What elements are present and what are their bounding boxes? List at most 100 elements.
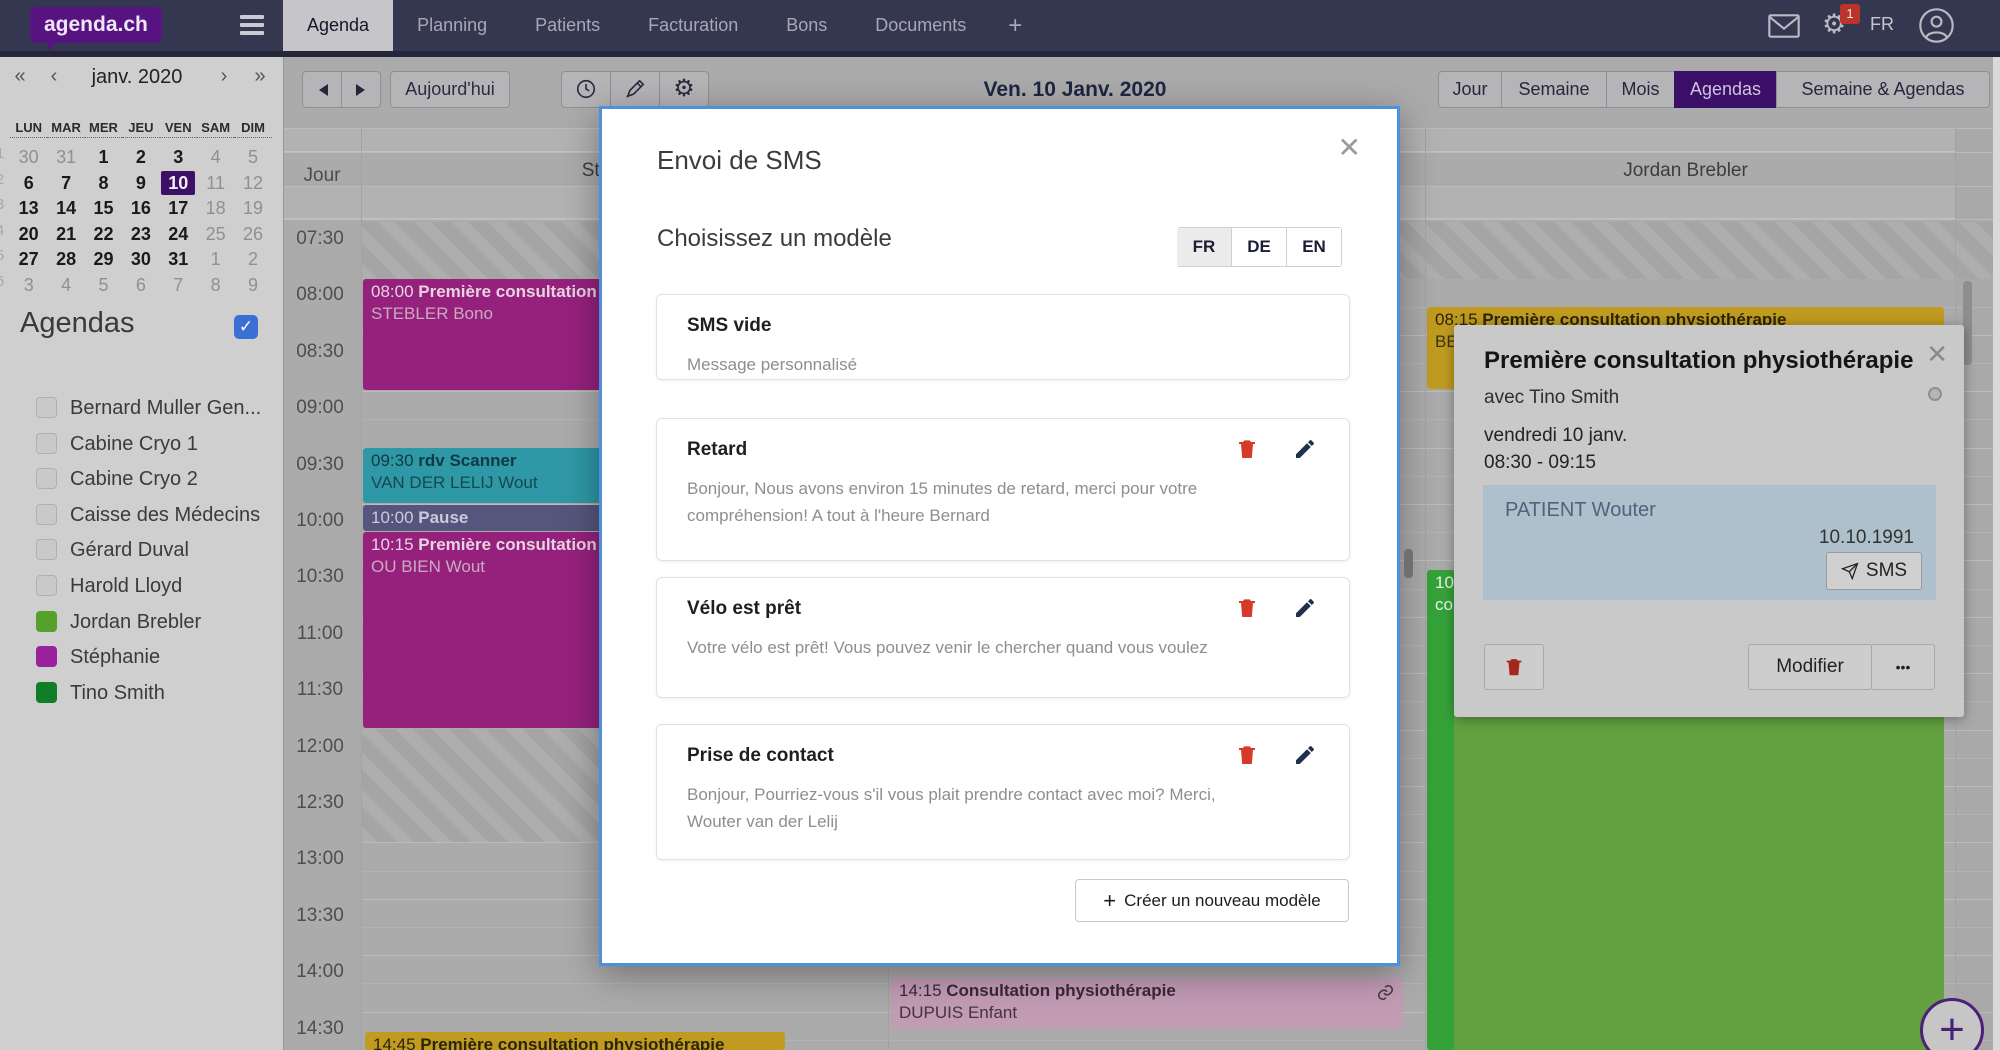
calendar-day[interactable]: 13 xyxy=(18,198,39,219)
gear-settings-icon[interactable]: ⚙ xyxy=(659,71,709,108)
notification-badge[interactable]: 1 xyxy=(1840,4,1860,24)
calendar-day[interactable]: 15 xyxy=(93,198,114,219)
clock-icon[interactable] xyxy=(561,71,611,108)
calendar-day[interactable]: 3 xyxy=(173,147,184,167)
delete-appointment-button[interactable] xyxy=(1484,644,1544,690)
calendar-day[interactable]: 26 xyxy=(243,223,264,244)
view-button-agendas[interactable]: Agendas xyxy=(1674,71,1777,108)
today-button[interactable]: Aujourd'hui xyxy=(390,71,510,108)
delete-template-icon[interactable] xyxy=(1235,743,1261,769)
nav-tab-agenda[interactable]: Agenda xyxy=(283,0,394,51)
agenda-checkbox[interactable] xyxy=(36,646,57,668)
delete-template-icon[interactable] xyxy=(1235,437,1261,463)
nav-tab-patients[interactable]: Patients xyxy=(535,15,601,35)
mail-icon[interactable] xyxy=(1768,14,1800,43)
template-card-retard[interactable]: Retard Bonjour, Nous avons environ 15 min… xyxy=(656,418,1350,561)
lang-button-fr[interactable]: FR xyxy=(1177,227,1232,267)
calendar-day[interactable]: 1 xyxy=(98,147,109,167)
view-button-mois[interactable]: Mois xyxy=(1606,71,1675,108)
lang-button-en[interactable]: EN xyxy=(1286,227,1342,267)
more-button[interactable]: ••• xyxy=(1871,644,1935,690)
edit-template-icon[interactable] xyxy=(1293,743,1319,769)
calendar-day[interactable]: 18 xyxy=(205,198,226,219)
event-premi-re-consultation-physioth[interactable]: 14:45 Première consultation physiothérap… xyxy=(365,1032,785,1050)
calendar-day[interactable]: 28 xyxy=(56,249,77,270)
calendar-day[interactable]: 24 xyxy=(168,223,189,244)
modal-close-icon[interactable]: ✕ xyxy=(1337,132,1361,163)
agenda-checkbox[interactable] xyxy=(36,468,57,490)
calendar-day[interactable]: 20 xyxy=(18,223,39,244)
calendar-day[interactable]: 22 xyxy=(93,223,114,244)
calendar-day[interactable]: 30 xyxy=(18,147,39,167)
prev-year-button[interactable]: « xyxy=(14,65,26,87)
agenda-checkbox[interactable] xyxy=(36,539,57,561)
edit-template-icon[interactable] xyxy=(1293,596,1319,622)
next-day-button[interactable] xyxy=(341,71,381,108)
radio-circle-icon[interactable] xyxy=(1928,387,1942,401)
calendar-day[interactable]: 14 xyxy=(56,198,77,219)
agenda-item-st-phanie[interactable]: Stéphanie xyxy=(0,644,283,674)
modal-scrollbar-thumb[interactable] xyxy=(1404,549,1413,578)
calendar-day[interactable]: 30 xyxy=(130,249,151,270)
agenda-item-g-rard-duval[interactable]: Gérard Duval xyxy=(0,537,283,567)
calendar-day[interactable]: 27 xyxy=(18,249,39,270)
calendar-day[interactable]: 6 xyxy=(135,275,146,295)
calendar-day[interactable]: 7 xyxy=(173,275,184,295)
agenda-checkbox[interactable] xyxy=(36,610,57,632)
calendar-day[interactable]: 5 xyxy=(98,275,109,295)
selected-day[interactable]: 10 xyxy=(160,170,197,195)
agenda-item-bernard-muller-gen-[interactable]: Bernard Muller Gen... xyxy=(0,395,283,425)
calendar-day[interactable]: 9 xyxy=(248,275,259,295)
nav-tab-bons[interactable]: Bons xyxy=(786,15,828,35)
calendar-day[interactable]: 29 xyxy=(93,249,114,270)
nav-tab-documents[interactable]: Documents xyxy=(875,15,967,35)
view-button-semaine-agendas[interactable]: Semaine & Agendas xyxy=(1776,71,1990,108)
calendar-day[interactable]: 11 xyxy=(206,172,225,193)
lang-button-de[interactable]: DE xyxy=(1231,227,1287,267)
event-consultation-physioth-rapie[interactable]: 14:15 Consultation physiothérapie DUPUIS … xyxy=(891,978,1403,1029)
calendar-day[interactable]: 19 xyxy=(243,198,264,219)
app-logo[interactable]: agenda.ch xyxy=(30,7,162,51)
calendar-day[interactable]: 5 xyxy=(248,147,259,167)
view-button-semaine[interactable]: Semaine xyxy=(1501,71,1607,108)
agenda-item-cabine-cryo-[interactable]: Cabine Cryo 1 xyxy=(0,431,283,461)
agenda-item-tino-smith[interactable]: Tino Smith xyxy=(0,680,283,710)
calendar-day[interactable]: 4 xyxy=(210,147,221,167)
calendar-day[interactable]: 16 xyxy=(130,198,151,219)
calendar-day[interactable]: 17 xyxy=(168,198,189,219)
agenda-checkbox[interactable] xyxy=(36,397,57,418)
sms-button[interactable]: SMS xyxy=(1826,552,1922,590)
calendar-day[interactable]: 2 xyxy=(248,249,259,270)
template-card-prise-de-contact[interactable]: Prise de contact Bonjour, Pourriez-vous s… xyxy=(656,724,1350,860)
nav-tab-[interactable]: + xyxy=(1008,11,1023,39)
nav-tab-planning[interactable]: Planning xyxy=(417,15,488,35)
calendar-day[interactable]: 8 xyxy=(98,172,109,193)
calendar-day[interactable]: 21 xyxy=(56,223,77,244)
agenda-item-caisse-des-m-decins[interactable]: Caisse des Médecins xyxy=(0,502,283,532)
edit-template-icon[interactable] xyxy=(1293,437,1319,463)
prev-month-button[interactable]: ‹ xyxy=(50,65,58,87)
calendar-day[interactable]: 2 xyxy=(135,147,146,167)
calendar-day[interactable]: 25 xyxy=(205,223,226,244)
agenda-item-harold-lloyd[interactable]: Harold Lloyd xyxy=(0,573,283,603)
agenda-checkbox[interactable] xyxy=(36,681,57,703)
agenda-checkbox[interactable] xyxy=(36,503,57,525)
calendar-day[interactable]: 4 xyxy=(61,275,72,295)
view-button-jour[interactable]: Jour xyxy=(1438,71,1502,108)
calendar-day[interactable]: 31 xyxy=(168,249,189,270)
template-card-v-lo-est-pr-t[interactable]: Vélo est prêt Votre vélo est prêt! Vous p… xyxy=(656,577,1350,698)
close-icon[interactable]: ✕ xyxy=(1926,339,1948,369)
agenda-item-jordan-brebler[interactable]: Jordan Brebler xyxy=(0,609,283,639)
language-switch[interactable]: FR xyxy=(1870,14,1894,34)
modify-button[interactable]: Modifier xyxy=(1748,644,1872,690)
event-co[interactable]: 10 co xyxy=(1427,570,1454,1050)
prev-day-button[interactable] xyxy=(302,71,342,108)
hamburger-icon[interactable] xyxy=(240,15,264,37)
calendar-day[interactable]: 23 xyxy=(130,223,151,244)
calendar-day[interactable]: 9 xyxy=(135,172,146,193)
next-month-button[interactable]: › xyxy=(220,65,228,87)
calendar-day[interactable]: 3 xyxy=(23,275,34,295)
nav-tab-facturation[interactable]: Facturation xyxy=(648,15,739,35)
template-card-sms-vide[interactable]: SMS vide Message personnalisé xyxy=(656,294,1350,380)
calendar-day[interactable]: 6 xyxy=(23,172,34,193)
